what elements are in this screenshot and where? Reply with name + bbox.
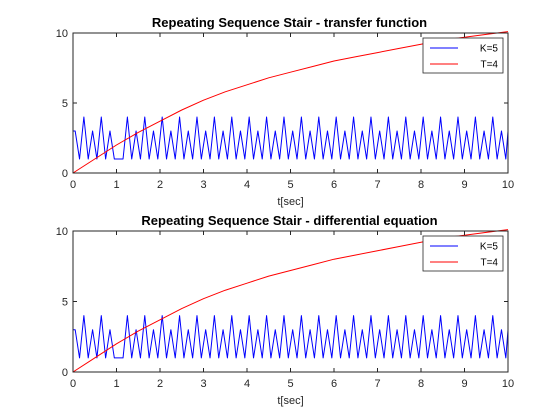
y-tick-label: 0 — [62, 168, 68, 180]
x-tick-label: 4 — [244, 179, 250, 191]
series-line-k — [73, 315, 509, 359]
x-tick-label: 6 — [331, 378, 337, 390]
panel-differential-equation: Repeating Sequence Stair - differential … — [56, 213, 514, 407]
x-tick-label: 7 — [374, 179, 380, 191]
x-tick-label: 4 — [244, 378, 250, 390]
x-tick-label: 3 — [200, 378, 206, 390]
legend-box — [422, 235, 504, 272]
panel-transfer-function: Repeating Sequence Stair - transfer func… — [56, 15, 514, 208]
x-tick-label: 1 — [113, 378, 119, 390]
x-tick-label: 8 — [418, 378, 424, 390]
x-tick-label: 3 — [200, 179, 206, 191]
x-tick-label: 2 — [157, 378, 163, 390]
y-tick-label: 10 — [56, 28, 68, 40]
x-axis-label: t[sec] — [277, 196, 303, 208]
chart-title: Repeating Sequence Stair - transfer func… — [152, 15, 427, 30]
legend-label-k: K=5 — [480, 44, 499, 55]
x-tick-label: 10 — [502, 179, 514, 191]
x-tick-label: 0 — [70, 179, 76, 191]
legend-box — [422, 37, 504, 74]
y-tick-label: 10 — [56, 226, 68, 238]
x-tick-label: 1 — [113, 179, 119, 191]
x-tick-label: 5 — [287, 179, 293, 191]
legend-label-t: T=4 — [480, 258, 498, 269]
x-tick-label: 9 — [461, 378, 467, 390]
legend-label-t: T=4 — [480, 60, 498, 71]
x-tick-label: 8 — [418, 179, 424, 191]
legend: K=5 T=4 — [422, 37, 504, 74]
axes: 0 1 2 3 4 5 6 7 8 9 10 0 5 10 — [56, 226, 514, 390]
x-tick-label: 6 — [331, 179, 337, 191]
x-tick-label: 2 — [157, 179, 163, 191]
x-tick-label: 0 — [70, 378, 76, 390]
y-tick-label: 5 — [62, 297, 68, 309]
x-tick-label: 9 — [461, 179, 467, 191]
legend: K=5 T=4 — [422, 235, 504, 272]
x-axis-label: t[sec] — [277, 395, 303, 407]
x-tick-label: 10 — [502, 378, 514, 390]
x-tick-label: 7 — [374, 378, 380, 390]
legend-label-k: K=5 — [480, 242, 499, 253]
y-tick-label: 0 — [62, 367, 68, 379]
y-tick-label: 5 — [62, 98, 68, 110]
axes: 0 1 2 3 4 5 6 7 8 9 10 0 5 10 — [56, 28, 514, 191]
chart-title: Repeating Sequence Stair - differential … — [141, 213, 437, 228]
x-tick-label: 5 — [287, 378, 293, 390]
series-line-k — [73, 116, 509, 160]
